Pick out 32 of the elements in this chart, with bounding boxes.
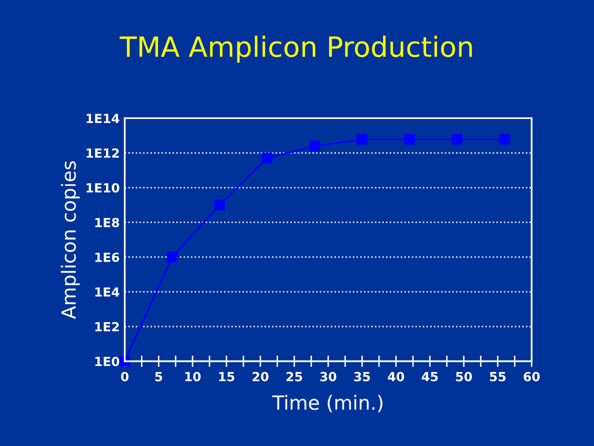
y-tick-label: 1E10 <box>86 183 120 193</box>
x-tick-label: 5 <box>155 372 162 382</box>
x-tick-label: 20 <box>252 372 268 382</box>
x-tick-label: 35 <box>354 372 370 382</box>
x-tick-label: 55 <box>490 372 506 382</box>
y-tick-label: 1E6 <box>95 252 120 262</box>
point <box>309 140 320 152</box>
point <box>356 134 368 145</box>
point <box>262 152 273 164</box>
x-tick-label: 0 <box>120 372 128 382</box>
x-tick-label: 45 <box>422 372 438 382</box>
x-tick-label: 15 <box>219 372 234 382</box>
x-axis-title: Time (min.) <box>272 394 382 412</box>
y-tick-label: 1E4 <box>95 287 120 297</box>
y-tick-label: 1E14 <box>86 114 120 123</box>
point <box>404 134 415 145</box>
y-tick-label: 1E8 <box>95 218 120 228</box>
x-tick-label: 25 <box>286 372 302 382</box>
y-tick-label: 1E12 <box>86 148 119 158</box>
y-tick-label: 1E0 <box>95 356 120 366</box>
point <box>452 134 462 145</box>
x-tick-label: 10 <box>185 372 201 382</box>
point <box>166 252 178 262</box>
point <box>499 134 510 145</box>
y-axis-title: Amplicon copies <box>60 161 80 320</box>
point <box>214 200 226 210</box>
y-tick-label: 1E2 <box>95 322 119 332</box>
x-tick-label: 40 <box>388 372 404 382</box>
x-tick-label: 60 <box>524 372 540 382</box>
x-tick-label: 50 <box>456 372 472 382</box>
chart-title: TMA Amplicon Production <box>120 36 472 63</box>
x-tick-label: 30 <box>320 372 336 382</box>
